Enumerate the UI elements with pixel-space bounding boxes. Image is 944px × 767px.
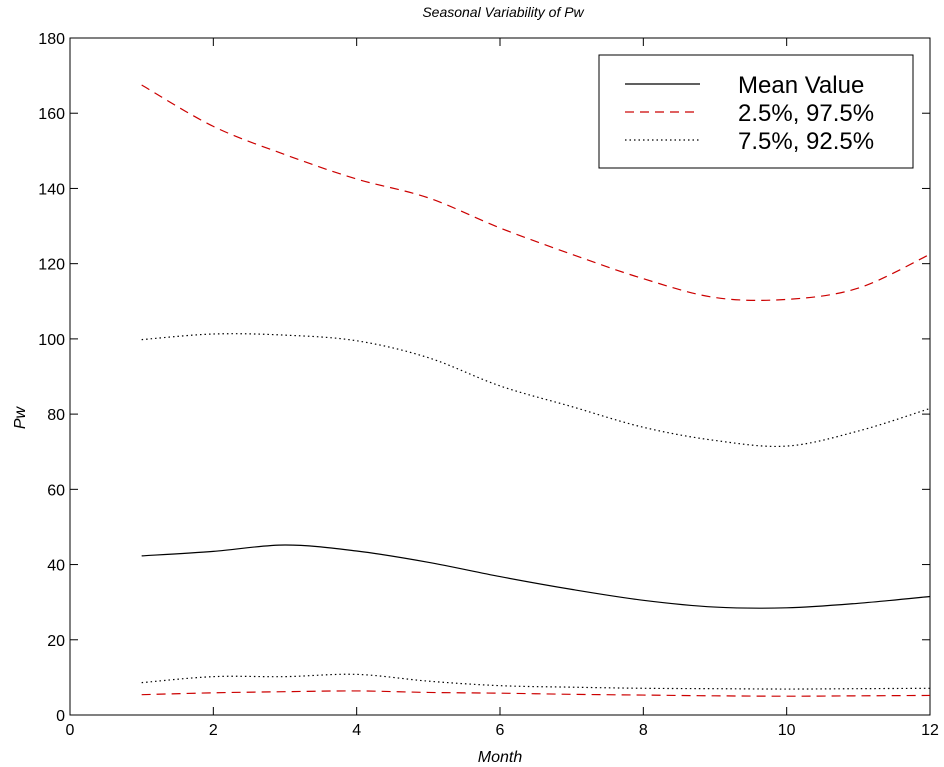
y-tick-label: 140 — [38, 181, 65, 198]
x-tick-label: 0 — [66, 722, 75, 739]
y-axis-title: Pw — [12, 405, 29, 429]
x-tick-label: 8 — [639, 722, 648, 739]
legend-label-q2_5: 2.5%, 97.5% — [738, 100, 874, 127]
chart-title: Seasonal Variability of Pw — [422, 4, 584, 20]
y-tick-label: 60 — [47, 482, 65, 499]
series-line-q7_5 — [141, 333, 931, 448]
legend-label-q7_5: 7.5%, 92.5% — [738, 128, 874, 155]
series-layer — [141, 84, 931, 697]
x-tick-label: 6 — [496, 722, 505, 739]
y-tick-label: 0 — [56, 708, 65, 725]
legend-label-mean: Mean Value — [738, 72, 864, 99]
y-tick-label: 40 — [47, 558, 65, 575]
series-line-q2_5 — [141, 84, 931, 301]
series-line-q2_5 — [141, 690, 931, 697]
x-axis-title: Month — [478, 749, 523, 766]
y-tick-label: 180 — [38, 31, 65, 48]
series-line-mean — [141, 544, 931, 609]
y-tick-label: 100 — [38, 332, 65, 349]
y-tick-label: 160 — [38, 106, 65, 123]
x-tick-label: 10 — [778, 722, 796, 739]
y-tick-label: 20 — [47, 633, 65, 650]
x-tick-label: 2 — [209, 722, 218, 739]
legend-box — [598, 54, 914, 169]
x-tick-label: 12 — [921, 722, 939, 739]
y-tick-label: 120 — [38, 257, 65, 274]
y-tick-label: 80 — [47, 407, 65, 424]
x-tick-label: 4 — [352, 722, 361, 739]
